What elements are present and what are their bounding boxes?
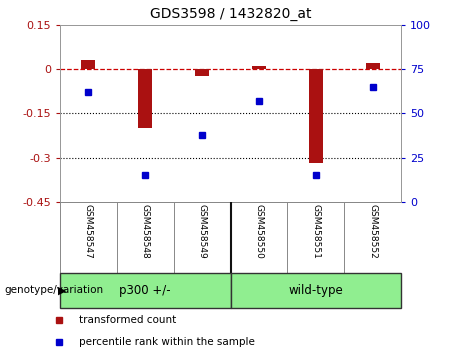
Text: percentile rank within the sample: percentile rank within the sample <box>79 337 255 347</box>
Bar <box>230 273 401 308</box>
Bar <box>195 69 209 76</box>
Text: p300 +/-: p300 +/- <box>119 284 171 297</box>
Bar <box>366 63 380 69</box>
Text: GSM458549: GSM458549 <box>198 204 207 259</box>
Text: GSM458552: GSM458552 <box>368 204 377 259</box>
Bar <box>252 66 266 69</box>
Text: genotype/variation: genotype/variation <box>5 285 104 295</box>
Text: GSM458547: GSM458547 <box>84 204 93 259</box>
Text: GSM458551: GSM458551 <box>311 204 320 259</box>
Text: ▶: ▶ <box>58 285 66 295</box>
Bar <box>81 60 95 69</box>
Text: transformed count: transformed count <box>79 315 176 325</box>
Title: GDS3598 / 1432820_at: GDS3598 / 1432820_at <box>150 7 311 21</box>
Text: GSM458548: GSM458548 <box>141 204 150 259</box>
Text: wild-type: wild-type <box>289 284 343 297</box>
Text: GSM458550: GSM458550 <box>254 204 263 259</box>
Bar <box>138 69 152 128</box>
Bar <box>309 69 323 164</box>
Bar <box>60 273 230 308</box>
